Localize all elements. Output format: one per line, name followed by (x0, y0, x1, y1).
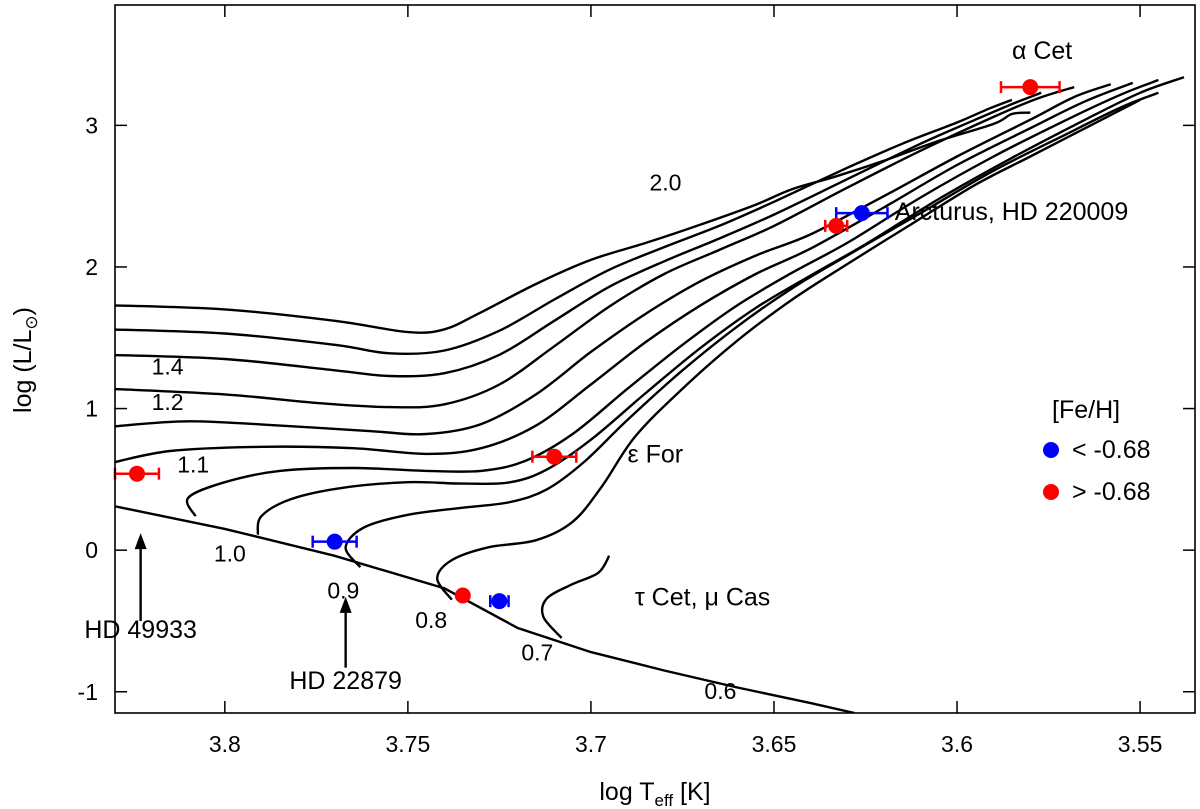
y-tick-label: 1 (85, 396, 98, 422)
x-tick-label: 3.8 (209, 731, 241, 757)
evolutionary-tracks (115, 76, 1185, 639)
star-point (546, 448, 563, 465)
star-label: HD 22879 (289, 667, 402, 695)
track-0-7 (540, 555, 611, 639)
y-axis-ticks: -1 0 1 2 3 (78, 112, 1195, 705)
star-point (326, 533, 343, 550)
star-point (853, 205, 870, 222)
star-point (1022, 79, 1039, 96)
star-label: Arcturus, HD 220009 (895, 198, 1128, 226)
star-labels: α Cet Arcturus, HD 220009 ε For HD 49933 HD … (84, 37, 1128, 695)
star-label: τ Cet, μ Cas (635, 583, 770, 611)
arrow-head (339, 596, 352, 613)
legend-title: [Fe/H] (1052, 396, 1120, 424)
x-tick-label: 3.65 (752, 731, 797, 757)
track-mass-labels: 2.0 1.4 1.2 1.1 1.0 0.9 0.8 0.7 0.6 (152, 169, 737, 703)
star-points (113, 79, 1061, 610)
x-axis-title: log Teff [K] (599, 778, 710, 809)
legend-label-metal-rich: > -0.68 (1072, 478, 1151, 506)
track-0-8 (436, 98, 1141, 601)
track-label: 0.7 (521, 640, 553, 666)
legend-label-metal-poor: < -0.68 (1072, 436, 1151, 464)
arrow-head (134, 533, 147, 550)
x-tick-label: 3.55 (1118, 731, 1163, 757)
legend-marker-metal-rich (1043, 484, 1059, 500)
x-tick-label: 3.6 (941, 731, 973, 757)
star-label: HD 49933 (84, 616, 197, 644)
legend-marker-metal-poor (1043, 442, 1059, 458)
track-1-4 (115, 83, 1112, 436)
star-label: α Cet (1012, 37, 1072, 65)
track-1-6 (115, 85, 1075, 409)
track-1-0 (256, 76, 1185, 535)
star-point (128, 465, 145, 482)
track-label: 0.6 (704, 678, 736, 704)
plot-frame (114, 4, 1196, 714)
y-tick-label: 2 (85, 254, 98, 280)
track-1-8 (115, 91, 1042, 378)
y-tick-label: 3 (85, 112, 98, 138)
y-tick-label: 0 (85, 537, 98, 563)
zams-curve (115, 505, 855, 713)
track-1-1 (185, 78, 1159, 517)
star-point (828, 217, 845, 234)
star-point (454, 587, 471, 604)
track-1-2 (115, 81, 1134, 464)
y-axis-title: log (L/L⊙) (9, 307, 41, 413)
track-2-0 (115, 111, 1031, 334)
y-tick-label: -1 (78, 679, 98, 705)
zams-line (115, 505, 855, 713)
track-1-9 (115, 98, 1013, 356)
track-label: 2.0 (650, 169, 682, 195)
x-tick-label: 3.7 (575, 731, 607, 757)
star-point (491, 593, 508, 610)
x-axis-ticks: 3.8 3.75 3.7 3.65 3.6 3.55 (209, 5, 1163, 757)
track-label: 1.2 (152, 389, 184, 415)
x-tick-label: 3.75 (385, 731, 430, 757)
track-label: 1.4 (152, 354, 184, 380)
track-0-9 (344, 91, 1159, 568)
track-label: 1.1 (177, 451, 209, 477)
star-label: ε For (628, 440, 684, 468)
track-label: 0.9 (327, 577, 359, 603)
track-label: 0.8 (415, 607, 447, 633)
track-label: 1.0 (214, 540, 246, 566)
legend: [Fe/H] < -0.68 > -0.68 (1043, 396, 1151, 506)
